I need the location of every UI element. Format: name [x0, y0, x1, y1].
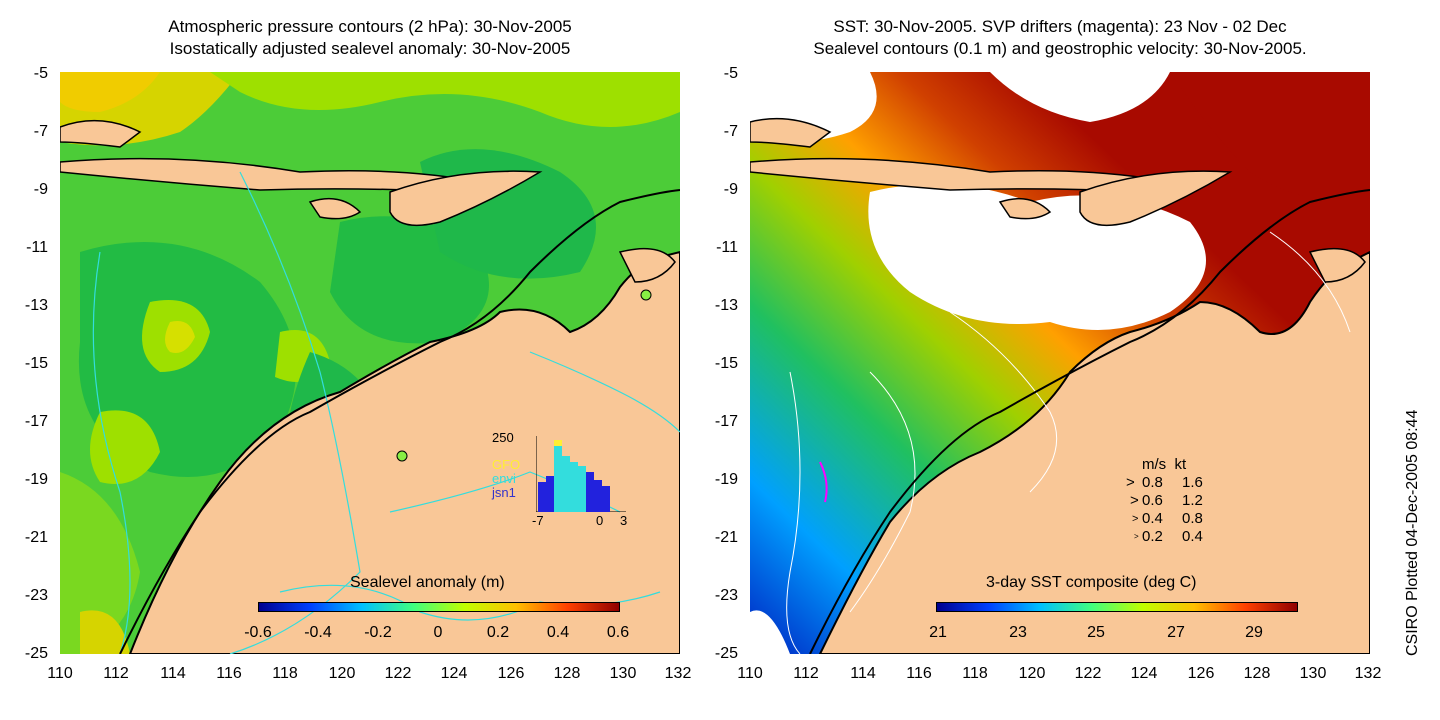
right-y-tick: -17	[714, 413, 738, 430]
velocity-ms: 0.4	[1142, 510, 1163, 527]
right-x-tick: 120	[1018, 665, 1046, 682]
altimeter-inset: 250 GFO envi jsn1 -7 0 3	[480, 428, 640, 528]
right-x-tick: 132	[1354, 665, 1382, 682]
left-x-tick: 128	[553, 665, 581, 682]
left-y-tick: -15	[24, 355, 48, 372]
sst-cb-label: 29	[1245, 624, 1263, 641]
left-x-tick: 110	[47, 665, 73, 682]
sst-colorbar-title: 3-day SST composite (deg C)	[986, 574, 1197, 591]
right-title-line2: Sealevel contours (0.1 m) and geostrophi…	[813, 39, 1307, 58]
sst-map-graphic	[750, 72, 1370, 654]
right-y-tick: -23	[714, 587, 738, 604]
sealevel-cb-label: -0.4	[304, 624, 332, 641]
sealevel-cb-label: 0.4	[546, 624, 570, 641]
velocity-legend-header: m/s kt	[1142, 456, 1187, 473]
velocity-kt: 1.6	[1182, 474, 1203, 491]
sst-cb-label: 25	[1087, 624, 1105, 641]
sst-cb-label: 27	[1167, 624, 1185, 641]
left-y-tick: -21	[24, 529, 48, 546]
left-title-line2: Isostatically adjusted sealevel anomaly:…	[169, 39, 571, 58]
right-title-line1: SST: 30-Nov-2005. SVP drifters (magenta)…	[833, 17, 1287, 36]
plot-credit: CSIRO Plotted 04-Dec-2005 08:44	[1404, 409, 1421, 656]
sealevel-cb-label: -0.2	[364, 624, 392, 641]
left-title-line1: Atmospheric pressure contours (2 hPa): 3…	[168, 17, 572, 36]
right-x-tick: 124	[1130, 665, 1158, 682]
right-y-tick: -21	[714, 529, 738, 546]
right-y-tick: -15	[714, 355, 738, 372]
left-y-tick: -19	[24, 471, 48, 488]
right-y-tick: -9	[723, 181, 738, 198]
sealevel-cb-label: -0.6	[244, 624, 272, 641]
velocity-kt: 0.8	[1182, 510, 1203, 527]
right-x-tick: 118	[962, 665, 988, 682]
right-y-tick: -5	[723, 65, 738, 82]
right-x-tick: 130	[1299, 665, 1327, 682]
sealevel-map: 250 GFO envi jsn1 -7 0 3 Sealevel anomal…	[60, 72, 680, 654]
right-y-tick: -7	[723, 123, 738, 140]
right-x-tick: 116	[906, 665, 932, 682]
left-x-tick: 130	[609, 665, 637, 682]
arrow-icon: >	[1132, 513, 1139, 525]
right-y-tick: -13	[714, 297, 738, 314]
velocity-kt: 0.4	[1182, 528, 1203, 545]
inset-series-envi: envi	[492, 471, 516, 486]
sealevel-map-graphic	[60, 72, 680, 654]
left-y-tick: -25	[24, 645, 48, 662]
right-x-tick: 128	[1243, 665, 1271, 682]
velocity-ms: 0.6	[1142, 492, 1163, 509]
inset-x-label-min: -7	[532, 513, 544, 528]
left-x-tick: 122	[384, 665, 412, 682]
arrow-icon: >	[1130, 492, 1139, 509]
left-y-tick: -17	[24, 413, 48, 430]
left-x-tick: 114	[160, 665, 186, 682]
right-x-tick: 114	[850, 665, 876, 682]
left-x-tick: 126	[497, 665, 525, 682]
left-y-tick: -13	[24, 297, 48, 314]
inset-histogram	[536, 436, 626, 512]
left-y-tick: -7	[33, 123, 48, 140]
left-x-tick: 120	[328, 665, 356, 682]
right-y-tick: -11	[716, 239, 738, 256]
inset-series-gfo: GFO	[492, 457, 521, 472]
sealevel-colorbar	[258, 602, 620, 612]
inset-series-jsn1: jsn1	[492, 485, 516, 500]
right-y-tick: -25	[714, 645, 738, 662]
sealevel-cb-label: 0.6	[606, 624, 630, 641]
inset-ymax-label: 250	[492, 430, 514, 445]
right-x-tick: 112	[793, 665, 819, 682]
left-y-tick: -9	[33, 181, 48, 198]
left-y-tick: -23	[24, 587, 48, 604]
sst-cb-label: 21	[929, 624, 947, 641]
right-x-tick: 110	[737, 665, 763, 682]
velocity-kt: 1.2	[1182, 492, 1203, 509]
left-x-tick: 112	[103, 665, 129, 682]
velocity-ms: 0.8	[1142, 474, 1163, 491]
arrow-icon: >	[1126, 474, 1135, 491]
sealevel-colorbar-title: Sealevel anomaly (m)	[350, 574, 505, 591]
left-x-tick: 132	[664, 665, 692, 682]
inset-x-label-max: 3	[620, 513, 628, 528]
left-y-tick: -11	[26, 239, 48, 256]
right-x-tick: 126	[1187, 665, 1215, 682]
velocity-ms: 0.2	[1142, 528, 1163, 545]
sst-cb-label: 23	[1009, 624, 1027, 641]
left-x-tick: 118	[272, 665, 298, 682]
arrow-icon: >	[1134, 532, 1139, 541]
sealevel-cb-label: 0	[433, 624, 443, 641]
right-y-tick: -19	[714, 471, 738, 488]
right-x-tick: 122	[1074, 665, 1102, 682]
left-y-tick: -5	[33, 65, 48, 82]
left-x-tick: 124	[440, 665, 468, 682]
left-x-tick: 116	[216, 665, 242, 682]
inset-x-label-zero: 0	[596, 513, 604, 528]
sst-colorbar	[936, 602, 1298, 612]
sst-map: m/s kt > 0.8 1.6 > 0.6 1.2 > 0.4 0.8 > 0…	[750, 72, 1370, 654]
sealevel-cb-label: 0.2	[486, 624, 510, 641]
